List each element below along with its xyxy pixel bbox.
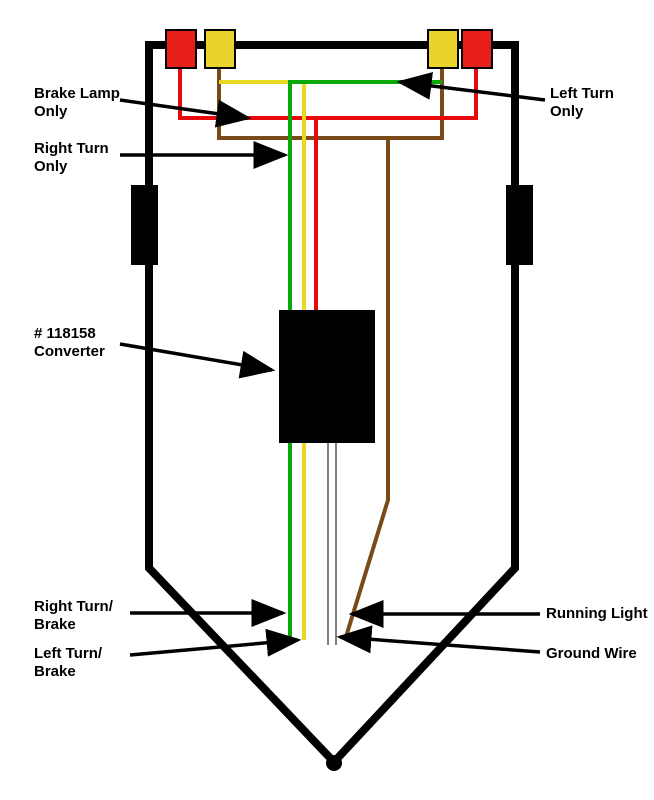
arrow-left-turn-only — [400, 82, 545, 100]
label-ground-wire: Ground Wire — [546, 645, 637, 663]
hitch-ball-icon — [326, 755, 342, 771]
fender-left-icon — [131, 185, 158, 265]
lamp-left-red-icon — [166, 30, 196, 68]
fender-right-icon — [506, 185, 533, 265]
lamp-right-red-icon — [462, 30, 492, 68]
arrow-left-turn-brake — [130, 640, 298, 655]
label-left-turn-brake: Left Turn/ Brake — [34, 645, 102, 681]
lamp-left-yellow-icon — [205, 30, 235, 68]
label-brake-lamp: Brake Lamp Only — [34, 85, 120, 121]
arrow-converter — [120, 344, 272, 370]
label-running-light: Running Light — [546, 605, 648, 623]
label-converter: # 118158 Converter — [34, 325, 105, 361]
arrow-brake-lamp — [120, 100, 248, 118]
label-right-turn-only: Right Turn Only — [34, 140, 109, 176]
label-left-turn-only: Left Turn Only — [550, 85, 614, 121]
lamp-right-yellow-icon — [428, 30, 458, 68]
converter-box-icon — [279, 310, 375, 443]
label-right-turn-brake: Right Turn/ Brake — [34, 598, 113, 634]
